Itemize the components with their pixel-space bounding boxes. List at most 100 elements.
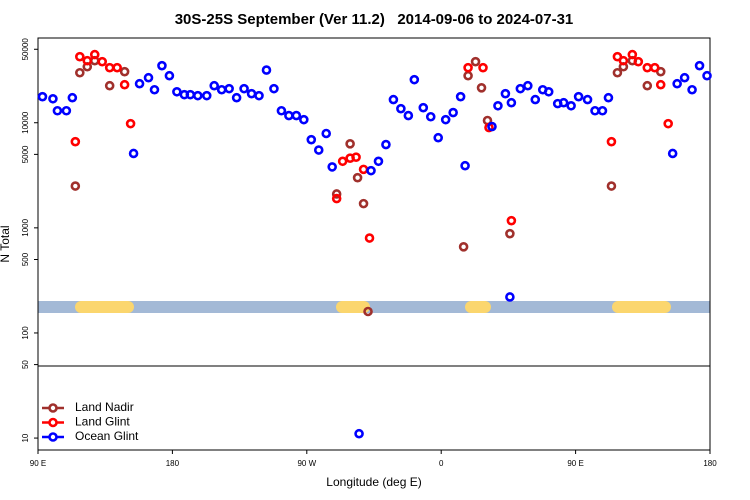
point	[291, 110, 302, 121]
point	[396, 103, 406, 114]
point	[573, 91, 584, 102]
y-tick-label: 10000	[21, 111, 30, 134]
legend-marker	[48, 432, 58, 442]
point	[418, 102, 429, 113]
point	[157, 60, 167, 71]
point	[612, 67, 623, 78]
y-tick-label: 1000	[21, 218, 30, 236]
point	[358, 198, 369, 209]
point	[354, 428, 364, 439]
point	[373, 156, 384, 167]
point	[649, 62, 660, 73]
land-band	[465, 301, 491, 313]
point	[448, 107, 458, 118]
x-tick-label: 0	[439, 459, 444, 468]
land-ocean-strip	[38, 301, 710, 313]
point	[672, 78, 682, 89]
point	[67, 92, 78, 103]
point	[505, 292, 515, 302]
point	[364, 233, 375, 243]
point	[566, 100, 576, 111]
point	[269, 83, 279, 94]
point	[493, 100, 503, 111]
plot-frame	[37, 37, 711, 451]
land-band	[75, 301, 134, 313]
point	[530, 94, 541, 105]
point	[606, 181, 617, 191]
point	[655, 79, 666, 90]
x-tick-label: 90 E	[567, 459, 583, 468]
y-tick-label: 50000	[21, 38, 30, 61]
point	[687, 84, 697, 95]
y-tick-label: 50	[21, 360, 30, 369]
point	[89, 49, 100, 60]
x-tick-label: 90 W	[297, 459, 316, 468]
point	[463, 70, 473, 81]
point	[261, 65, 272, 75]
point	[597, 105, 608, 116]
point	[313, 145, 324, 155]
point	[463, 62, 473, 73]
point	[192, 90, 203, 101]
point	[663, 118, 673, 129]
point	[201, 90, 212, 101]
point	[331, 193, 342, 204]
ocean-band	[38, 301, 710, 313]
point	[70, 181, 81, 191]
y-axis-label: N Total	[0, 225, 12, 262]
point	[679, 72, 690, 83]
x-tick-label: 180	[166, 459, 180, 468]
point	[70, 136, 81, 147]
point	[487, 121, 497, 132]
point	[276, 105, 287, 116]
point	[366, 165, 376, 176]
y-tick-label: 5000	[21, 145, 30, 163]
point	[112, 62, 122, 73]
land-band	[336, 301, 370, 313]
y-tick-label: 500	[21, 252, 30, 266]
point	[119, 79, 130, 90]
legend-label: Land Nadir	[75, 400, 134, 414]
point	[476, 82, 487, 93]
point	[363, 306, 373, 317]
point	[254, 90, 264, 101]
point	[425, 111, 436, 122]
point	[224, 83, 234, 94]
point	[470, 56, 481, 67]
point	[104, 62, 115, 73]
legend-label: Ocean Glint	[75, 429, 139, 443]
land-band	[612, 301, 671, 313]
point	[455, 91, 466, 102]
point	[52, 105, 63, 116]
point	[633, 56, 644, 67]
point	[478, 62, 488, 73]
point	[618, 55, 629, 66]
x-axis-label: Longitude (deg E)	[326, 475, 421, 489]
point	[299, 114, 309, 125]
point	[702, 70, 712, 81]
point	[506, 215, 517, 226]
point	[506, 97, 517, 108]
point	[590, 105, 600, 116]
point	[75, 67, 85, 78]
legend-marker	[48, 403, 58, 413]
point	[209, 80, 220, 91]
point	[149, 84, 160, 95]
point	[82, 55, 93, 66]
point	[460, 160, 470, 171]
x-tick-label: 90 E	[30, 459, 46, 468]
point	[500, 88, 511, 99]
point	[606, 136, 617, 147]
point	[97, 56, 108, 67]
point	[345, 139, 355, 149]
y-tick-label: 100	[21, 326, 30, 340]
point	[306, 134, 317, 145]
legend-marker	[48, 417, 58, 428]
point	[352, 172, 363, 183]
point	[440, 114, 451, 125]
point	[543, 86, 554, 97]
point	[433, 132, 444, 143]
point	[246, 88, 257, 99]
point	[61, 105, 72, 116]
